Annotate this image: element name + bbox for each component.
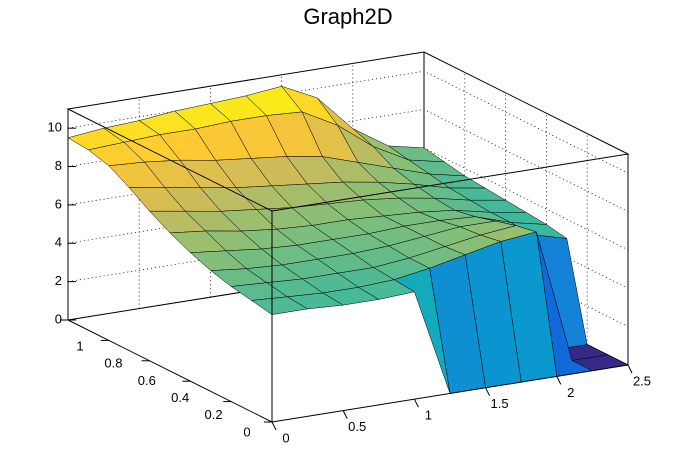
box-edge bbox=[271, 364, 629, 423]
x-tick bbox=[627, 364, 633, 374]
z-tick-label: 6 bbox=[55, 196, 62, 211]
z-tick-label: 0 bbox=[55, 311, 62, 326]
x-tick-label: 1.5 bbox=[491, 396, 509, 411]
box-top bbox=[66, 51, 630, 212]
y-tick-label: 0.6 bbox=[138, 373, 156, 388]
x-tick bbox=[485, 387, 491, 397]
chart-title: Graph2D bbox=[303, 4, 392, 29]
z-tick-label: 2 bbox=[55, 273, 62, 288]
surface-cell bbox=[251, 296, 308, 315]
x-tick bbox=[556, 376, 562, 385]
x-tick-label: 2.5 bbox=[633, 373, 651, 388]
y-tick-label: 0.4 bbox=[171, 390, 189, 405]
x-tick-label: 1 bbox=[425, 408, 432, 423]
z-tick-label: 4 bbox=[55, 235, 62, 250]
y-tick-label: 0 bbox=[243, 424, 250, 439]
z-tick-label: 8 bbox=[55, 158, 62, 173]
x-tick-label: 0.5 bbox=[348, 419, 366, 434]
y-tick-label: 1 bbox=[76, 338, 83, 353]
y-tick-label: 0.2 bbox=[205, 407, 223, 422]
box-edge bbox=[67, 319, 273, 423]
y-tick-label: 0.8 bbox=[104, 356, 122, 371]
x-tick bbox=[342, 410, 348, 419]
z-tick-label: 10 bbox=[48, 120, 62, 135]
x-tick-label: 0 bbox=[282, 430, 289, 445]
x-tick bbox=[271, 421, 277, 431]
x-tick-label: 2 bbox=[567, 385, 574, 400]
x-tick bbox=[413, 398, 419, 408]
